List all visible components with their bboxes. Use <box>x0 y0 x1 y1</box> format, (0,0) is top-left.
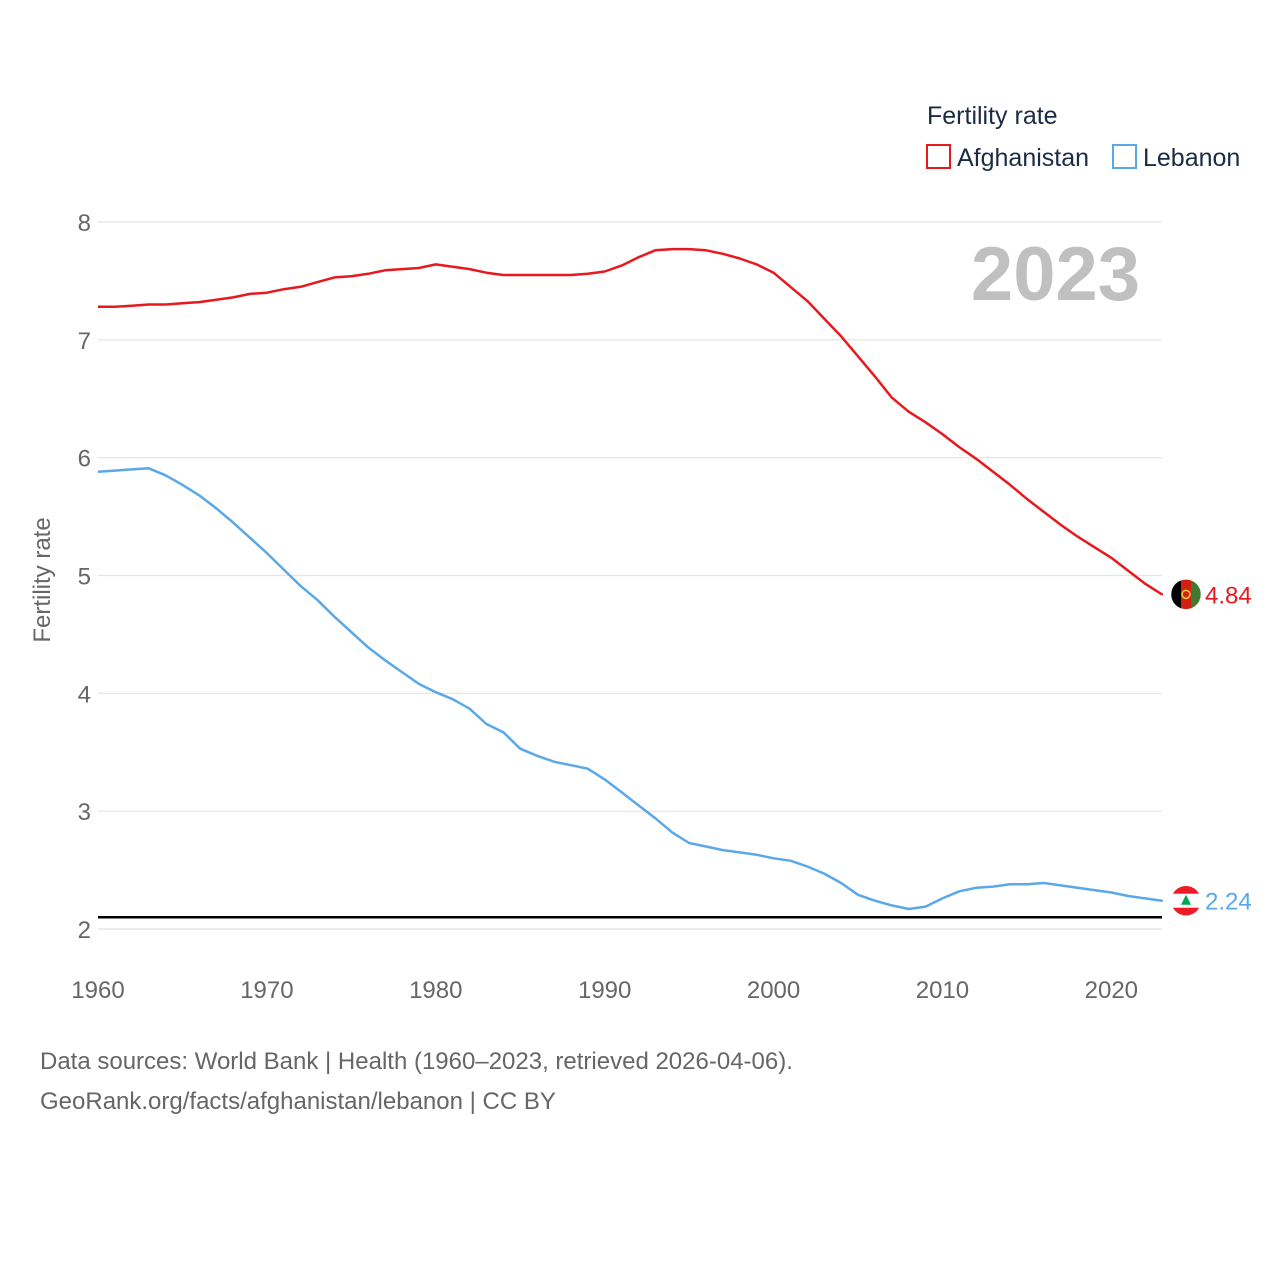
y-tick-label-3: 3 <box>78 799 91 826</box>
y-tick-label-7: 7 <box>78 328 91 355</box>
y-tick-label-5: 5 <box>78 564 91 591</box>
flag-emblem <box>1181 589 1191 600</box>
x-tick-label-1960: 1960 <box>71 977 124 1004</box>
flag-afghanistan-icon <box>1162 571 1209 618</box>
legend: Fertility rate Afghanistan Lebanon <box>926 102 1240 172</box>
end-value-label-afghanistan: 4.84 <box>1205 582 1252 609</box>
x-tick-label-2000: 2000 <box>747 977 800 1004</box>
source-line-2: GeoRank.org/facts/afghanistan/lebanon | … <box>40 1088 556 1115</box>
x-tick-label-2010: 2010 <box>916 977 969 1004</box>
flag-stripe-red <box>1181 579 1191 610</box>
y-tick-label-8: 8 <box>78 210 91 237</box>
source-note: Data sources: World Bank | Health (1960–… <box>40 1042 793 1122</box>
y-tick-label-4: 4 <box>78 681 91 708</box>
legend-item-afghanistan[interactable]: Afghanistan <box>926 144 1089 172</box>
series-endpoints: 4.84 2.24 <box>1162 571 1252 924</box>
flag-lebanon-icon <box>1162 877 1209 924</box>
legend-label-lebanon: Lebanon <box>1143 144 1240 172</box>
legend-item-lebanon[interactable]: Lebanon <box>1112 144 1240 172</box>
flag-mask-ring <box>1163 877 1209 924</box>
legend-swatch-afghanistan <box>926 144 951 169</box>
series-lines <box>97 247 1163 911</box>
flag-cedar <box>1181 894 1191 905</box>
series-line-lebanon <box>97 467 1163 911</box>
legend-label-afghanistan: Afghanistan <box>957 144 1089 172</box>
x-tick-label-1970: 1970 <box>240 977 293 1004</box>
series-line-afghanistan <box>98 247 1163 596</box>
grid-lines <box>98 221 1162 930</box>
flag-stripe-black <box>1171 579 1181 610</box>
flag-stripe-green <box>1191 579 1201 610</box>
y-tick-label-2: 2 <box>78 917 91 944</box>
legend-swatch-lebanon <box>1112 144 1137 169</box>
x-tick-label-1980: 1980 <box>409 977 462 1004</box>
y-tick-label-6: 6 <box>78 446 91 473</box>
x-tick-label-1990: 1990 <box>578 977 631 1004</box>
fertility-chart: 2 3 4 5 6 7 8 1960 1970 1980 1990 2000 2010 2020 Fer… <box>29 102 1252 1004</box>
year-watermark: 2023 <box>971 232 1140 317</box>
legend-title: Fertility rate <box>927 102 1058 130</box>
flag-mask-ring <box>1163 571 1209 618</box>
end-value-label-lebanon: 2.24 <box>1205 889 1252 916</box>
x-tick-label-2020: 2020 <box>1085 977 1138 1004</box>
y-axis-label: Fertility rate <box>29 517 56 642</box>
y-axis-ticks: 2 3 4 5 6 7 8 <box>78 210 91 944</box>
source-line-1: Data sources: World Bank | Health (1960–… <box>40 1048 793 1075</box>
x-axis-ticks: 1960 1970 1980 1990 2000 2010 2020 <box>71 977 1138 1004</box>
